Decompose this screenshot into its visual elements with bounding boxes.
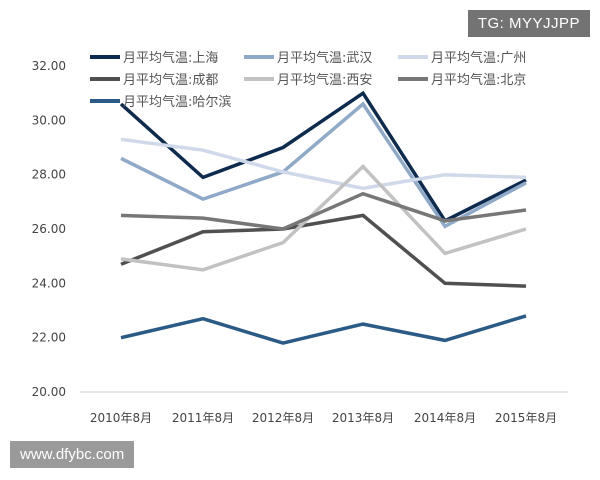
series-line-6	[120, 314, 527, 345]
legend-label: 月平均气温:武汉	[277, 50, 372, 66]
y-tick-label: 30.00	[32, 113, 66, 127]
series-line-1	[120, 101, 527, 229]
series-line-5	[120, 191, 527, 231]
x-tick-label: 2012年8月	[252, 411, 314, 425]
x-tick-label: 2014年8月	[414, 411, 476, 425]
x-tick-label: 2011年8月	[172, 411, 234, 425]
series-line-2	[120, 137, 527, 191]
y-tick-label: 32.00	[32, 59, 66, 73]
legend-label: 月平均气温:成都	[123, 72, 218, 88]
y-tick-label: 20.00	[32, 385, 66, 399]
series-line-0	[119, 90, 527, 224]
x-tick-label: 2013年8月	[332, 411, 394, 425]
legend-label: 月平均气温:上海	[123, 50, 218, 66]
watermark-top: TG: MYYJJPP	[467, 10, 590, 37]
y-tick-label: 24.00	[32, 276, 66, 290]
series-line-4	[120, 164, 527, 272]
x-tick-label: 2010年8月	[90, 411, 152, 425]
legend-label: 月平均气温:广州	[431, 50, 526, 66]
legend-label: 月平均气温:哈尔滨	[123, 94, 231, 110]
series-line-3	[120, 213, 527, 288]
legend-label: 月平均气温:北京	[431, 72, 526, 88]
watermark-bottom: www.dfybc.com	[10, 441, 135, 468]
legend-label: 月平均气温:西安	[277, 72, 372, 88]
y-tick-label: 26.00	[32, 222, 66, 236]
x-tick-label: 2015年8月	[495, 411, 557, 425]
y-tick-label: 28.00	[32, 168, 66, 182]
y-tick-label: 22.00	[32, 331, 66, 345]
